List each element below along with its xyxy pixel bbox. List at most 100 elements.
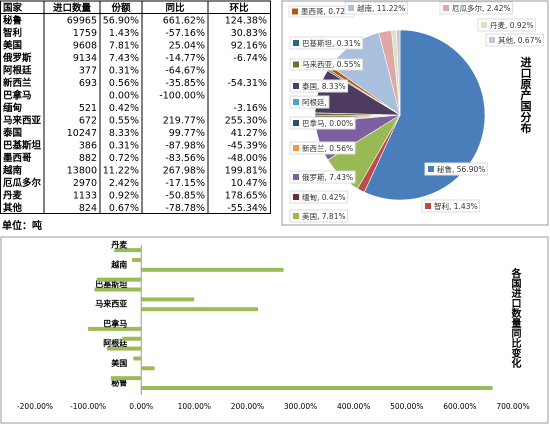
pie-legend-key bbox=[293, 120, 299, 126]
table-cell: 巴基斯坦 bbox=[3, 139, 42, 151]
table-cell: 0.55% bbox=[109, 115, 139, 126]
table-cell: 0.67% bbox=[109, 203, 139, 214]
x-tick-label: 500.00% bbox=[390, 402, 423, 411]
pie-label-box bbox=[289, 190, 349, 204]
pie-label: 越南, 11.22% bbox=[357, 3, 405, 13]
table-cell: 267.98% bbox=[163, 165, 205, 176]
x-tick-label: 400.00% bbox=[337, 402, 370, 411]
table-cell: 越南 bbox=[2, 164, 23, 176]
pie-label-box bbox=[289, 170, 356, 184]
y-tick-label: 越南 bbox=[110, 259, 127, 269]
pie-legend-key bbox=[293, 194, 299, 200]
table-cell: 其他 bbox=[3, 202, 23, 214]
pie-label-box bbox=[485, 33, 545, 47]
table-cell: 99.77% bbox=[169, 128, 205, 139]
table-frame bbox=[0, 0, 271, 214]
table-cell: 7.81% bbox=[109, 40, 139, 51]
pie-label-box bbox=[289, 36, 364, 50]
table-header: 进口数量 bbox=[53, 2, 92, 14]
pie-label-box bbox=[289, 116, 356, 130]
table-cell: -48.00% bbox=[227, 153, 267, 164]
table-cell: 824 bbox=[79, 203, 97, 214]
table-cell: 0.31% bbox=[109, 140, 139, 151]
table-cell: -6.74% bbox=[233, 53, 267, 64]
table-cell: 0.00% bbox=[109, 90, 139, 101]
pie-legend-key bbox=[481, 22, 487, 28]
bar bbox=[94, 287, 142, 292]
table-cell: 墨西哥 bbox=[3, 153, 32, 164]
table-cell: -54.31% bbox=[227, 78, 267, 89]
bar bbox=[141, 267, 284, 272]
y-tick-label: 巴拿马 bbox=[103, 318, 127, 328]
table-cell: 7.43% bbox=[109, 53, 139, 64]
pie-label: 新西兰, 0.56% bbox=[302, 143, 353, 153]
pie-legend-key bbox=[292, 8, 298, 15]
table-cell: 69965 bbox=[67, 15, 97, 26]
table-header: 环比 bbox=[229, 2, 249, 14]
bar bbox=[110, 376, 142, 381]
table-cell: 672 bbox=[79, 115, 97, 126]
table-cell: -35.85% bbox=[165, 78, 205, 89]
x-tick-label: 300.00% bbox=[284, 402, 317, 411]
pie-legend-key bbox=[293, 174, 299, 180]
table-cell: 缅甸 bbox=[3, 102, 22, 114]
pie-label-box bbox=[344, 1, 408, 15]
pie-legend-key bbox=[293, 213, 299, 219]
table-cell: 521 bbox=[79, 103, 97, 114]
table-cell: 0.72% bbox=[109, 153, 139, 164]
table-cell: 13800 bbox=[67, 165, 97, 176]
table-cell: 41.27% bbox=[231, 128, 267, 139]
pie-legend-key bbox=[293, 61, 299, 68]
table-cell: 阿根廷 bbox=[3, 64, 32, 76]
pie-label-box bbox=[477, 18, 537, 32]
pie-title: 进口原产国分布 bbox=[519, 55, 532, 134]
table-cell: 255.30% bbox=[225, 115, 267, 126]
table-cell: 0.31% bbox=[109, 65, 139, 76]
table-cell: 178.65% bbox=[225, 190, 267, 201]
table-cell: 0.42% bbox=[109, 103, 139, 114]
bar bbox=[133, 356, 142, 361]
bar bbox=[96, 277, 142, 282]
table-cell: 56.90% bbox=[103, 15, 139, 26]
table-cell: 9134 bbox=[73, 53, 97, 64]
pie-label-box bbox=[439, 1, 514, 15]
pie-label: 泰国, 8.33% bbox=[302, 81, 346, 91]
pie-legend-key bbox=[489, 37, 495, 43]
bar bbox=[88, 326, 142, 331]
bar bbox=[141, 307, 258, 312]
pie-legend-key bbox=[293, 83, 299, 89]
x-tick-label: -100.00% bbox=[70, 402, 106, 411]
table-cell: 美国 bbox=[2, 39, 22, 51]
table-cell: 2.42% bbox=[109, 178, 139, 189]
table-cell: 30.83% bbox=[231, 28, 267, 39]
table-cell: -83.56% bbox=[165, 153, 205, 164]
table-cell: 0.92% bbox=[109, 190, 139, 201]
table-cell: 386 bbox=[79, 140, 97, 151]
table-cell: 巴拿马 bbox=[3, 89, 32, 101]
table-cell: -45.39% bbox=[227, 140, 267, 151]
x-tick-label: 700.00% bbox=[496, 402, 529, 411]
pie-label: 墨西哥, 0.72% bbox=[301, 7, 352, 16]
table-cell: 马来西亚 bbox=[3, 114, 42, 126]
y-tick-label: 秘鲁 bbox=[111, 378, 127, 388]
bar bbox=[132, 257, 142, 262]
table-cell: 92.16% bbox=[231, 40, 267, 51]
pie-label-box bbox=[424, 162, 488, 176]
y-tick-label: 美国 bbox=[111, 358, 127, 368]
y-tick-label: 巴基斯坦 bbox=[95, 279, 127, 289]
x-tick-label: 600.00% bbox=[443, 402, 476, 411]
table-cell: 丹麦 bbox=[3, 189, 23, 201]
table-cell: 新西兰 bbox=[3, 77, 32, 89]
bar bbox=[141, 366, 155, 371]
table-cell: 9608 bbox=[73, 40, 97, 51]
table-cell: 俄罗斯 bbox=[2, 52, 32, 64]
table-cell: 秘鲁 bbox=[3, 14, 22, 26]
x-tick-label: -200.00% bbox=[17, 402, 53, 411]
pie-label: 俄罗斯, 7.43% bbox=[302, 172, 353, 182]
table-cell: -50.85% bbox=[165, 190, 205, 201]
pie-legend-key bbox=[425, 203, 431, 209]
bar-title: 各国进口数量同比变化 bbox=[509, 267, 522, 369]
table-cell: 377 bbox=[79, 65, 97, 76]
pie-label: 巴拿马, 0.00% bbox=[302, 118, 353, 128]
